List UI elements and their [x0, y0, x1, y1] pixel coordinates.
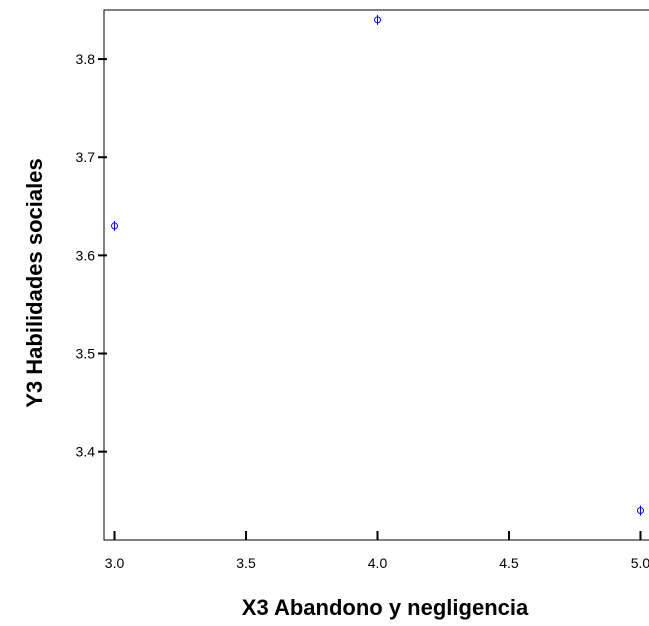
y-axis: 3.4 3.5 3.6 3.7 3.8 [76, 51, 107, 460]
plot-frame [103, 9, 649, 541]
y-tick-label: 3.5 [76, 346, 96, 362]
y-tick-label: 3.7 [76, 149, 96, 165]
x-tick-label: 3.0 [105, 555, 125, 571]
y-tick-label: 3.4 [76, 444, 96, 460]
x-tick-label: 4.5 [499, 555, 519, 571]
y-tick-label: 3.8 [76, 51, 96, 67]
data-points [111, 14, 644, 516]
y-tick-label: 3.6 [76, 247, 96, 263]
plot-area [103, 9, 649, 541]
data-point [111, 220, 119, 231]
x-tick-label: 4.0 [368, 555, 388, 571]
x-tick-label: 3.5 [236, 555, 256, 571]
x-tick-label: 5.0 [631, 555, 649, 571]
y-axis-title: Y3 Habilidades sociales [22, 158, 47, 407]
x-axis: 3.0 3.5 4.0 4.5 5.0 [105, 531, 649, 571]
data-point [374, 14, 381, 25]
x-axis-title: X3 Abandono y negligencia [242, 595, 529, 620]
data-point [636, 505, 644, 516]
